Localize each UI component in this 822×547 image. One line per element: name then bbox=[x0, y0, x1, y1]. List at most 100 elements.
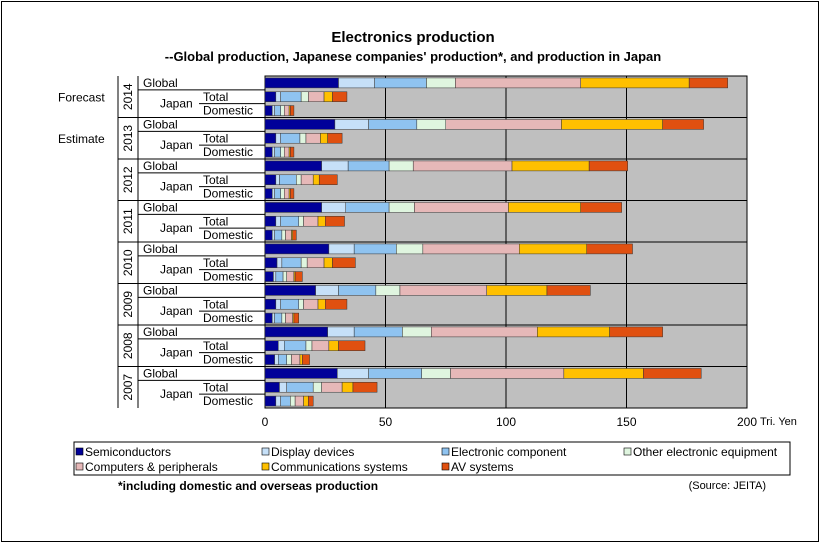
bar-segment-2013-domestic-0 bbox=[264, 146, 273, 158]
bar-segment-2012-domestic-3 bbox=[280, 188, 285, 199]
bar-segment-2010-total-5 bbox=[323, 257, 333, 268]
legend: Semiconductors Display devices Electronic … bbox=[73, 441, 791, 476]
bar-segment-2007-domestic-0 bbox=[264, 395, 277, 407]
bar-segment-2010-total-0 bbox=[264, 257, 278, 268]
legend-label: Electronic component bbox=[451, 445, 567, 459]
legend-box bbox=[73, 441, 791, 476]
bar-segment-2012-domestic-1 bbox=[271, 188, 275, 199]
year-label: 2008 bbox=[121, 332, 135, 359]
bar-segment-2008-global-4 bbox=[431, 326, 538, 338]
bar-segment-2011-total-6 bbox=[325, 216, 345, 227]
bar-segment-2014-global-2 bbox=[374, 77, 427, 89]
bar-segment-2010-global-3 bbox=[396, 243, 424, 255]
bar-segment-2014-global-0 bbox=[264, 77, 339, 89]
bar-segment-2011-domestic-0 bbox=[264, 229, 273, 241]
bar-segment-2014-global-6 bbox=[688, 77, 728, 89]
bar-segment-2007-global-6 bbox=[643, 368, 702, 379]
bar-segment-2007-global-5 bbox=[563, 368, 644, 379]
bar-segment-2009-global-2 bbox=[338, 285, 377, 296]
bar-segment-2011-total-1 bbox=[275, 216, 281, 227]
legend-label: Computers & peripherals bbox=[85, 460, 218, 474]
bar-segment-2011-global-0 bbox=[264, 202, 322, 213]
bar-segment-2008-total-3 bbox=[305, 340, 313, 351]
bar-segment-2012-global-5 bbox=[511, 160, 590, 172]
bar-segment-2007-total-5 bbox=[341, 382, 354, 393]
bar-segment-2012-global-2 bbox=[347, 160, 390, 172]
bar-segment-2013-global-4 bbox=[445, 119, 562, 130]
legend-swatch bbox=[75, 462, 84, 471]
bar-segment-2011-domestic-3 bbox=[281, 229, 286, 241]
bar-segment-2008-domestic-0 bbox=[264, 354, 275, 365]
bar-segment-2013-total-0 bbox=[264, 133, 277, 144]
bar-segment-2011-total-5 bbox=[317, 216, 326, 227]
bar-segment-2014-global-1 bbox=[338, 77, 375, 89]
bar-segment-2012-total-3 bbox=[296, 174, 302, 185]
legend-label: AV systems bbox=[451, 460, 513, 474]
bar-segment-2008-domestic-1 bbox=[274, 354, 279, 365]
row-label-total: Total bbox=[203, 339, 228, 353]
bar-segment-2009-domestic-0 bbox=[264, 312, 273, 324]
bar-segment-2009-total-2 bbox=[280, 299, 299, 310]
bar-segment-2012-global-0 bbox=[264, 160, 322, 172]
x-tick-label: 0 bbox=[262, 415, 269, 429]
bar-segment-2007-total-6 bbox=[352, 382, 378, 393]
bar-segment-2009-total-5 bbox=[317, 299, 326, 310]
row-label-total: Total bbox=[203, 256, 228, 270]
row-label-japan: Japan bbox=[160, 180, 193, 194]
bar-segment-2008-global-3 bbox=[402, 326, 432, 338]
year-label: 2014 bbox=[121, 83, 135, 110]
bar-segment-2010-domestic-2 bbox=[275, 271, 284, 282]
bar-segment-2010-total-2 bbox=[281, 257, 302, 268]
bar-segment-2011-global-3 bbox=[388, 202, 415, 213]
bar-segment-2011-global-1 bbox=[321, 202, 346, 213]
bar-segment-2007-domestic-2 bbox=[280, 395, 291, 407]
bar-segment-2007-total-4 bbox=[321, 382, 343, 393]
x-axis: 0 50 100 150 200 bbox=[262, 415, 758, 429]
row-label-domestic: Domestic bbox=[203, 353, 253, 367]
row-label-japan: Japan bbox=[160, 304, 193, 318]
bar-segment-2008-total-6 bbox=[338, 340, 366, 351]
row-label-global: Global bbox=[143, 159, 178, 173]
row-label-japan: Japan bbox=[160, 221, 193, 235]
bar-segment-2013-global-5 bbox=[561, 119, 663, 130]
bar-segment-2008-global-5 bbox=[537, 326, 610, 338]
row-label-global: Global bbox=[143, 325, 178, 339]
row-label-global: Global bbox=[143, 76, 178, 90]
bar-segment-2013-domestic-2 bbox=[274, 146, 281, 158]
year-label: 2010 bbox=[121, 249, 135, 276]
bar-segment-2013-global-2 bbox=[368, 119, 418, 130]
bar-segment-2011-total-4 bbox=[303, 216, 319, 227]
bar-segment-2010-global-1 bbox=[328, 243, 355, 255]
bar-segment-2007-global-3 bbox=[421, 368, 451, 379]
bar-segment-2007-domestic-3 bbox=[290, 395, 296, 407]
bar-segment-2007-domestic-6 bbox=[308, 395, 314, 407]
row-label-domestic: Domestic bbox=[203, 145, 253, 159]
bar-segment-2008-total-1 bbox=[278, 340, 285, 351]
row-label-total: Total bbox=[203, 173, 228, 187]
bar-segment-2011-total-0 bbox=[264, 216, 277, 227]
bar-segment-2014-global-3 bbox=[426, 77, 456, 89]
bar-segment-2010-global-0 bbox=[264, 243, 330, 255]
row-label-global: Global bbox=[143, 117, 178, 131]
row-label-total: Total bbox=[203, 214, 228, 228]
bar-segment-2007-total-2 bbox=[286, 382, 314, 393]
bar-segment-2012-total-6 bbox=[318, 174, 338, 185]
bar-segment-2008-global-6 bbox=[609, 326, 663, 338]
year-label: 2009 bbox=[121, 291, 135, 318]
bar-segment-2008-total-4 bbox=[311, 340, 330, 351]
bar-segment-2010-total-3 bbox=[300, 257, 308, 268]
bar-segment-2012-total-0 bbox=[264, 174, 277, 185]
bar-segment-2008-total-5 bbox=[328, 340, 339, 351]
bar-segment-2013-domestic-6 bbox=[290, 146, 295, 158]
bar-segment-2009-total-3 bbox=[298, 299, 304, 310]
bar-segment-2014-total-6 bbox=[332, 91, 348, 102]
bar-segment-2010-domestic-1 bbox=[273, 271, 277, 282]
bar-segment-2012-total-4 bbox=[300, 174, 314, 185]
bar-segment-2008-total-0 bbox=[264, 340, 279, 351]
row-label-japan: Japan bbox=[160, 97, 193, 111]
bar-segment-2008-domestic-4 bbox=[291, 354, 301, 365]
bar-segment-2014-total-3 bbox=[300, 91, 309, 102]
bar-segment-2011-domestic-6 bbox=[292, 229, 297, 241]
